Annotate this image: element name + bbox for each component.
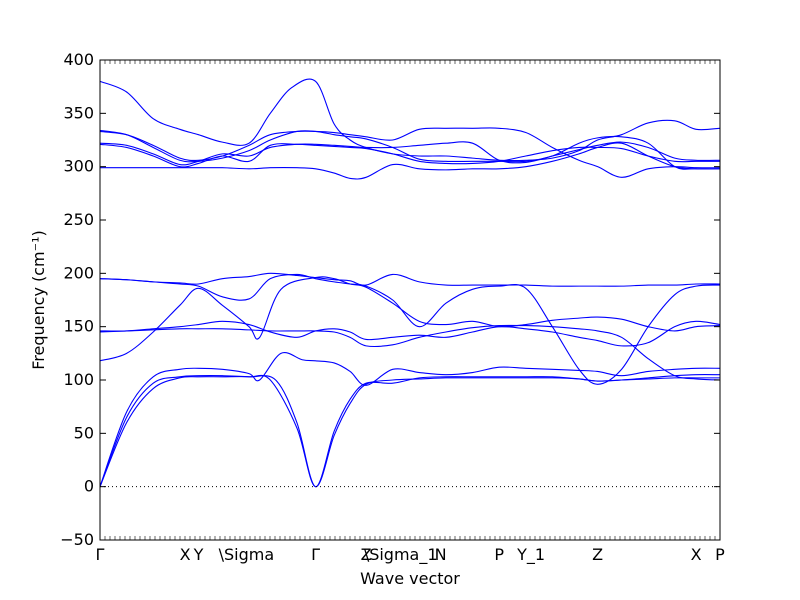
y-axis: −50 0 50 100 150 200 250 300 350 400 bbox=[60, 50, 720, 549]
band-line-9 bbox=[100, 142, 721, 180]
band-line-13 bbox=[99, 127, 721, 178]
band-line-1 bbox=[99, 375, 720, 488]
x-tick-label: \Sigma_1 bbox=[364, 545, 438, 565]
y-tick-label: −50 bbox=[60, 530, 94, 549]
x-tick-label: Z bbox=[361, 545, 372, 564]
x-axis: Γ X Y \Sigma Γ Z\Sigma_1N P Y_1 Z X P bbox=[96, 60, 725, 565]
y-tick-label: 400 bbox=[63, 50, 94, 69]
y-tick-label: 200 bbox=[63, 263, 94, 282]
band-line-4 bbox=[99, 276, 721, 362]
x-tick-label: Y_1 bbox=[516, 545, 545, 565]
x-tick-label: P bbox=[715, 545, 725, 564]
x-tick-label: P bbox=[494, 545, 504, 564]
band-line-2 bbox=[99, 374, 721, 488]
x-tick-label: Z bbox=[592, 545, 603, 564]
y-tick-label: 250 bbox=[63, 210, 94, 229]
band-line-7 bbox=[99, 273, 721, 385]
y-tick-label: 50 bbox=[74, 423, 94, 442]
x-tick-label: X bbox=[180, 545, 191, 564]
y-tick-label: 300 bbox=[63, 157, 94, 176]
x-tick-label: Γ bbox=[96, 545, 105, 564]
y-tick-label: 0 bbox=[84, 477, 94, 496]
series-lines bbox=[99, 78, 721, 488]
x-axis-title: Wave vector bbox=[360, 569, 460, 588]
x-tick-label: Γ bbox=[311, 545, 320, 564]
x-tick-label: \Sigma bbox=[219, 545, 275, 564]
x-tick-label: X bbox=[691, 545, 702, 564]
band-line-14 bbox=[99, 78, 721, 162]
y-tick-label: 100 bbox=[63, 370, 94, 389]
band-line-8 bbox=[99, 272, 721, 287]
band-line-3 bbox=[99, 352, 721, 487]
x-tick-label: Y bbox=[193, 545, 204, 564]
y-tick-label: 150 bbox=[63, 317, 94, 336]
band-line-5 bbox=[99, 320, 721, 347]
x-tick-label: N bbox=[435, 545, 447, 564]
band-line-6 bbox=[99, 324, 721, 381]
y-axis-title: Frequency (cm⁻¹) bbox=[29, 230, 48, 369]
y-tick-label: 350 bbox=[63, 103, 94, 122]
